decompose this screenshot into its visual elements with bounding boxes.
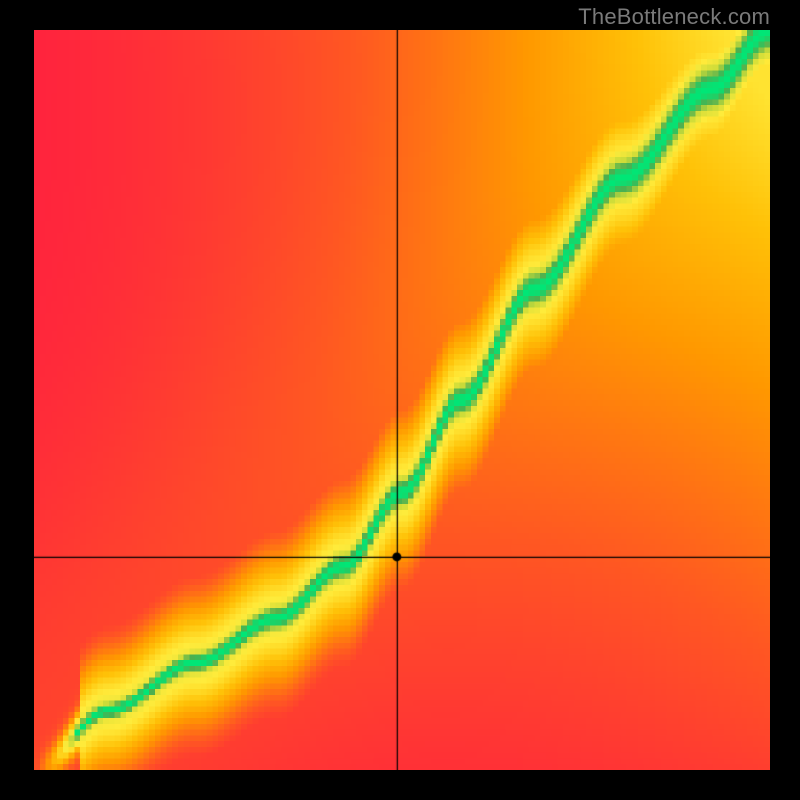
- watermark-text: TheBottleneck.com: [578, 4, 770, 30]
- chart-container: TheBottleneck.com: [0, 0, 800, 800]
- crosshair-overlay: [34, 30, 770, 770]
